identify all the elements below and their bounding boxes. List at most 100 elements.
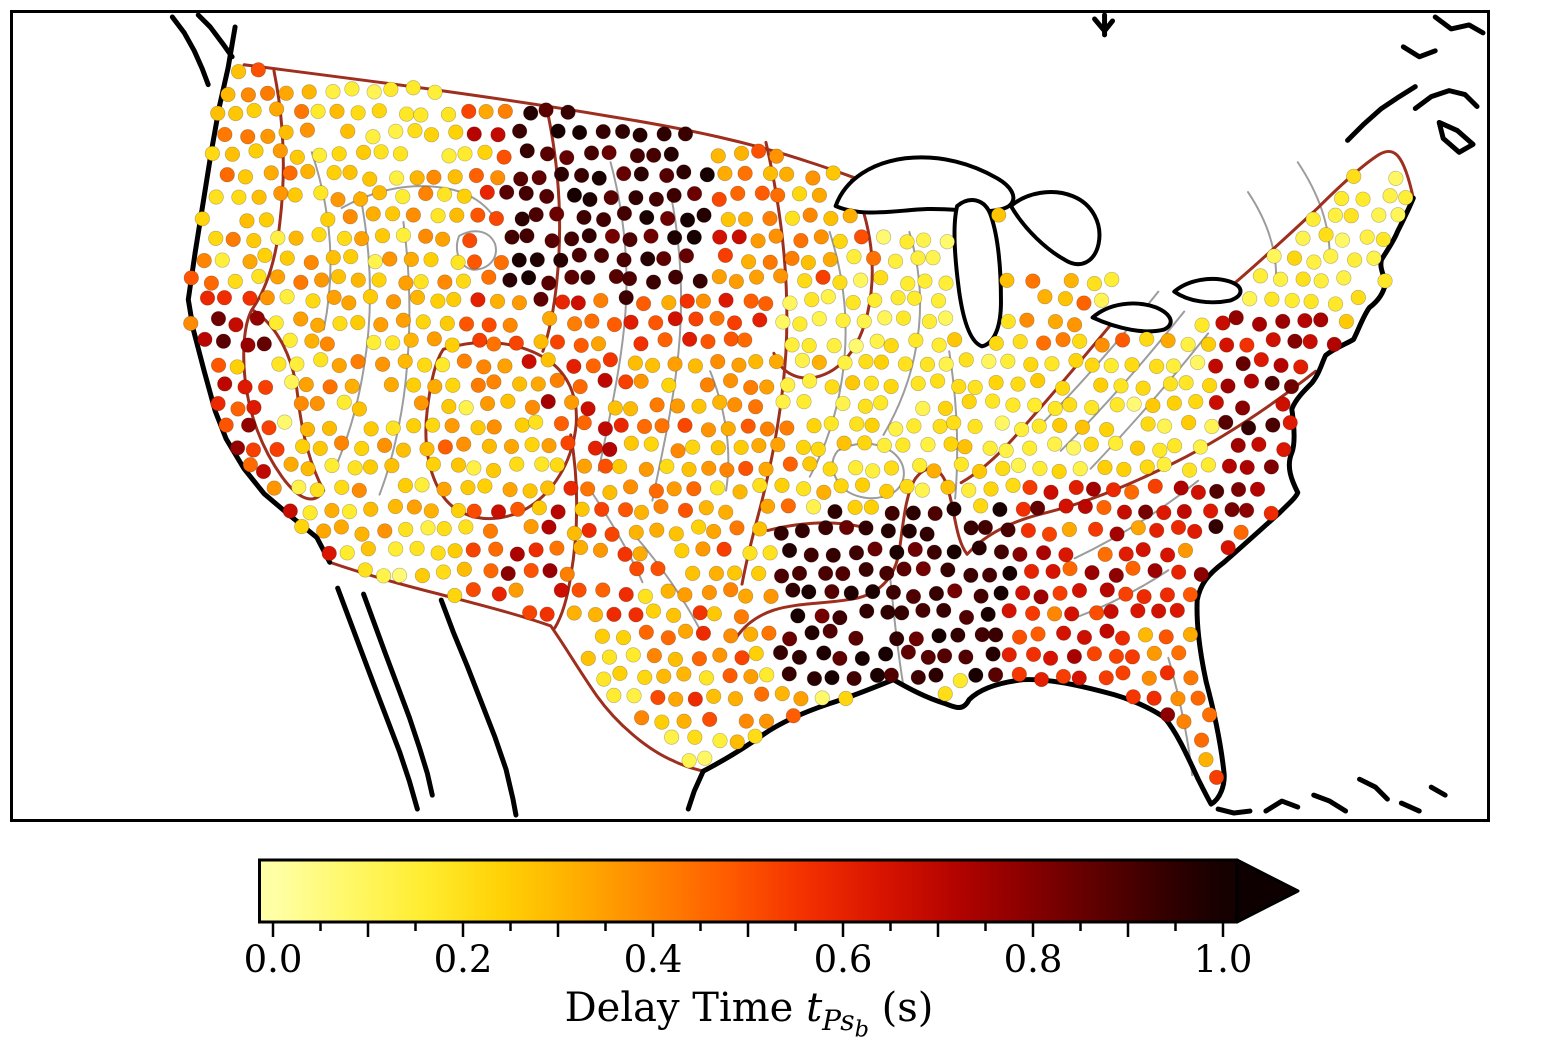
station-dot — [455, 273, 472, 289]
station-dot — [560, 435, 576, 451]
station-dot — [430, 293, 446, 309]
station-dot — [712, 229, 728, 245]
station-dot — [1066, 317, 1083, 333]
station-dot — [472, 332, 488, 348]
station-dot — [1239, 337, 1255, 353]
station-dot — [1146, 645, 1162, 661]
station-dot — [423, 503, 439, 519]
station-dot — [888, 421, 904, 437]
station-dot — [1076, 295, 1092, 311]
station-dot — [883, 667, 899, 683]
station-dot — [752, 312, 768, 328]
station-dot — [1173, 480, 1189, 496]
station-dot — [946, 501, 962, 517]
station-dot — [730, 185, 746, 202]
station-dot — [385, 420, 401, 436]
station-dot — [958, 609, 975, 626]
station-dot — [848, 545, 865, 561]
station-dot — [967, 418, 983, 435]
station-dot — [775, 314, 791, 330]
station-dot — [701, 584, 717, 601]
station-dot — [1166, 395, 1182, 411]
station-dot — [436, 521, 452, 537]
station-dot — [1371, 207, 1387, 223]
station-dot — [383, 377, 399, 393]
station-dot — [576, 415, 592, 431]
station-dot — [698, 500, 714, 516]
station-dot — [542, 563, 558, 579]
station-dot — [773, 525, 789, 541]
station-dot — [784, 210, 801, 226]
station-dot — [571, 124, 588, 141]
station-dot — [1066, 648, 1082, 665]
station-dot — [957, 439, 973, 455]
station-dot — [750, 233, 766, 249]
station-dot — [476, 359, 492, 375]
station-dot — [279, 289, 295, 305]
station-dots — [183, 62, 1414, 786]
station-dot — [917, 273, 933, 289]
station-dot — [740, 254, 757, 270]
station-dot — [865, 250, 882, 266]
great-lakes — [833, 155, 1243, 349]
station-dot — [512, 123, 528, 139]
station-dot — [1089, 605, 1105, 621]
station-dot — [299, 421, 316, 438]
station-dot — [385, 206, 401, 222]
station-dot — [621, 270, 638, 287]
station-dot — [748, 354, 764, 370]
station-dot — [604, 526, 620, 542]
station-dot — [566, 525, 583, 542]
station-dot — [747, 728, 763, 744]
station-dot — [733, 439, 749, 455]
station-dot — [448, 124, 464, 140]
station-dot — [1242, 291, 1258, 307]
station-dot — [1025, 646, 1042, 663]
colorbar: 0.0 0.2 0.4 0.6 0.8 1.0 — [244, 858, 1368, 986]
station-dot — [1071, 582, 1088, 599]
station-dot — [324, 457, 340, 474]
station-dot — [460, 480, 476, 496]
station-dot — [867, 292, 883, 308]
station-dot — [751, 437, 767, 454]
station-dot — [350, 105, 366, 121]
station-dot — [775, 394, 791, 410]
station-dot — [580, 269, 596, 286]
station-dot — [663, 146, 679, 162]
station-dot — [657, 332, 673, 348]
station-dot — [827, 504, 843, 520]
station-dot — [722, 373, 739, 389]
station-dot — [727, 397, 743, 413]
station-dot — [629, 561, 645, 577]
station-dot — [676, 713, 692, 729]
station-dot — [751, 143, 767, 159]
station-dot — [702, 711, 718, 728]
station-dot — [483, 563, 499, 579]
station-dot — [1141, 670, 1157, 686]
station-dot — [458, 316, 475, 332]
station-dot — [1020, 522, 1036, 539]
station-dot — [373, 144, 389, 160]
station-dot — [711, 269, 727, 285]
baja-east-shore — [361, 591, 435, 798]
station-dot — [987, 667, 1004, 683]
station-dot — [1180, 336, 1196, 353]
station-dot — [1005, 477, 1021, 493]
station-dot — [1160, 332, 1176, 349]
station-dot — [528, 206, 544, 223]
station-dot — [595, 123, 611, 140]
station-dot — [623, 435, 640, 451]
station-dot — [593, 247, 610, 264]
station-dot — [1047, 400, 1063, 417]
station-dot — [242, 254, 258, 270]
station-dot — [947, 583, 963, 599]
station-dot — [246, 102, 262, 119]
station-dot — [1064, 606, 1080, 622]
station-dot — [743, 668, 759, 685]
station-dot — [230, 63, 247, 80]
station-dot — [183, 270, 199, 286]
station-dot — [530, 376, 546, 392]
station-dot — [241, 417, 257, 433]
station-dot — [326, 289, 342, 306]
mexico-gulf-coast — [685, 768, 706, 812]
